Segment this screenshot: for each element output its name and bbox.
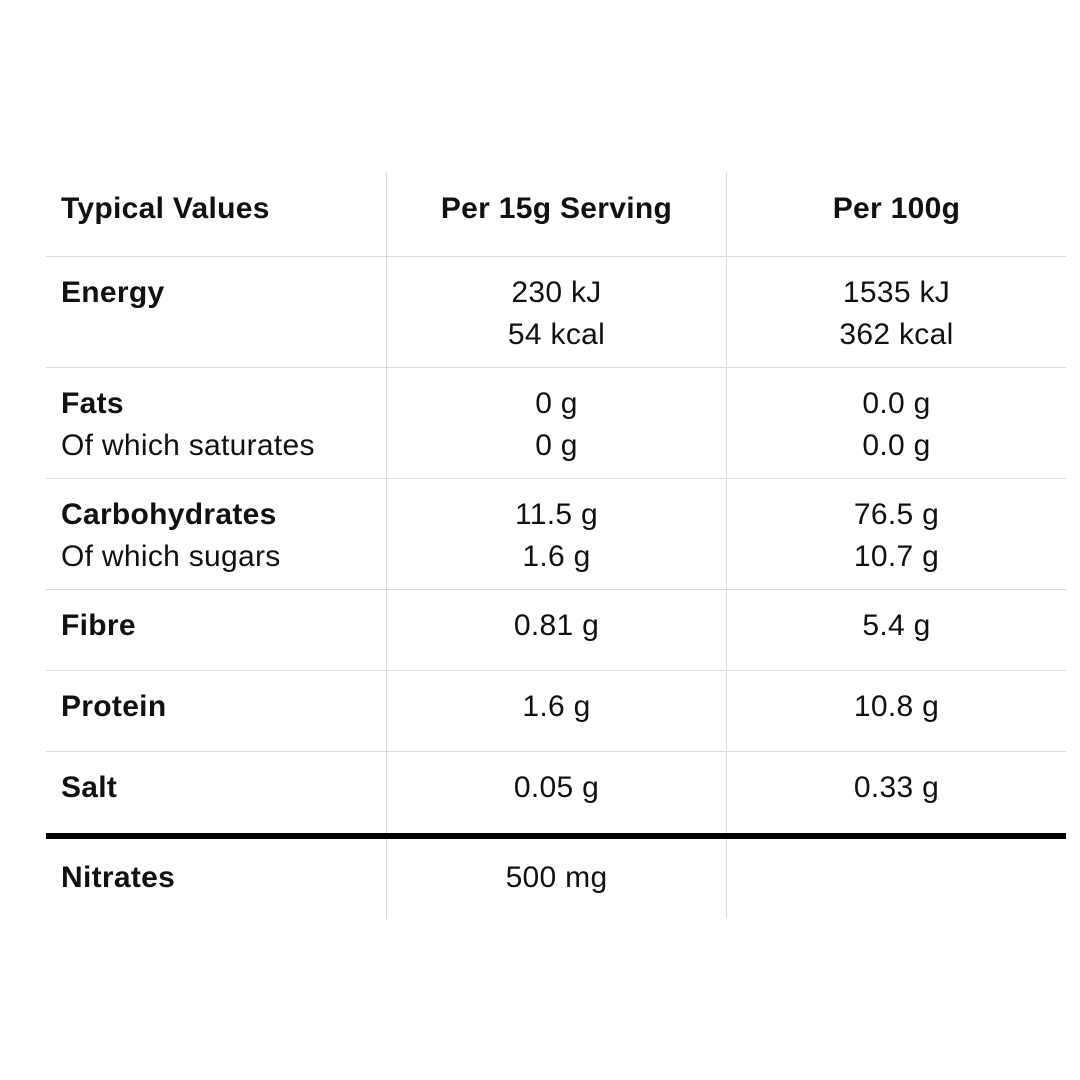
per100g-value-cell: 10.8 g	[726, 671, 1066, 751]
per100g-value: 76.5 g	[853, 498, 940, 531]
per100g-value-cell: 0.0 g 0.0 g	[726, 368, 1066, 478]
row-label-cell: Fats Of which saturates	[46, 368, 386, 478]
per100g-value: 1535 kJ	[842, 276, 951, 309]
row-label: Nitrates	[61, 861, 176, 894]
row-label-cell: Carbohydrates Of which sugars	[46, 479, 386, 589]
serving-value: 1.6 g	[522, 690, 591, 723]
per100g-value: 10.7 g	[853, 540, 940, 573]
per100g-value-cell	[726, 839, 1066, 919]
serving-value-cell: 0 g 0 g	[386, 368, 726, 478]
row-label-cell: Protein	[46, 671, 386, 751]
serving-value-cell: 11.5 g 1.6 g	[386, 479, 726, 589]
serving-value: 0.05 g	[513, 771, 600, 804]
row-label: Energy	[61, 276, 165, 309]
row-label: Fibre	[61, 609, 136, 642]
serving-value-cell: 1.6 g	[386, 671, 726, 751]
per100g-value: 0.0 g	[862, 387, 931, 420]
per100g-value: 0.33 g	[853, 771, 940, 804]
per100g-value-cell: 0.33 g	[726, 752, 1066, 833]
serving-value: 1.6 g	[522, 540, 591, 573]
thick-divider	[46, 833, 1066, 839]
nutrition-table: Typical Values Per 15g Serving Per 100g …	[46, 172, 1066, 919]
serving-value: 0.81 g	[513, 609, 600, 642]
table-row-salt: Salt 0.05 g 0.33 g	[46, 752, 1066, 833]
table-row-fats: Fats Of which saturates 0 g 0 g 0.0 g 0.…	[46, 368, 1066, 479]
row-sublabel: Of which sugars	[61, 540, 281, 573]
table-row-energy: Energy 230 kJ 54 kcal 1535 kJ 362 kcal	[46, 257, 1066, 368]
row-label: Protein	[61, 690, 167, 723]
serving-value: 11.5 g	[515, 498, 598, 531]
header-typical-values: Typical Values	[61, 192, 270, 225]
header-per-100g: Per 100g	[726, 172, 1066, 256]
per100g-value-cell: 1535 kJ 362 kcal	[726, 257, 1066, 367]
row-label-cell: Nitrates	[46, 839, 386, 919]
serving-value: 54 kcal	[507, 318, 606, 351]
per100g-value: 362 kcal	[839, 318, 954, 351]
per100g-value-cell: 76.5 g 10.7 g	[726, 479, 1066, 589]
table-row-nitrates: Nitrates 500 mg	[46, 839, 1066, 919]
per100g-value: 5.4 g	[862, 609, 931, 642]
row-label: Salt	[61, 771, 118, 804]
table-row-fibre: Fibre 0.81 g 5.4 g	[46, 590, 1066, 671]
serving-value-cell: 230 kJ 54 kcal	[386, 257, 726, 367]
serving-value: 0 g	[535, 429, 578, 462]
row-label-cell: Fibre	[46, 590, 386, 670]
serving-value: 500 mg	[505, 861, 608, 894]
serving-value-cell: 0.05 g	[386, 752, 726, 833]
per100g-value-cell: 5.4 g	[726, 590, 1066, 670]
row-label-cell: Salt	[46, 752, 386, 833]
header-per-serving: Per 15g Serving	[386, 172, 726, 256]
per100g-value: 0.0 g	[862, 429, 931, 462]
serving-value: 230 kJ	[511, 276, 602, 309]
row-label: Carbohydrates	[61, 498, 277, 531]
row-label-cell: Energy	[46, 257, 386, 367]
serving-value: 0 g	[535, 387, 578, 420]
serving-value-cell: 500 mg	[386, 839, 726, 919]
table-row-carbohydrates: Carbohydrates Of which sugars 11.5 g 1.6…	[46, 479, 1066, 590]
table-header-row: Typical Values Per 15g Serving Per 100g	[46, 172, 1066, 257]
per100g-value: 10.8 g	[853, 690, 940, 723]
serving-value-cell: 0.81 g	[386, 590, 726, 670]
row-label: Fats	[61, 387, 124, 420]
row-sublabel: Of which saturates	[61, 429, 315, 462]
table-row-protein: Protein 1.6 g 10.8 g	[46, 671, 1066, 752]
